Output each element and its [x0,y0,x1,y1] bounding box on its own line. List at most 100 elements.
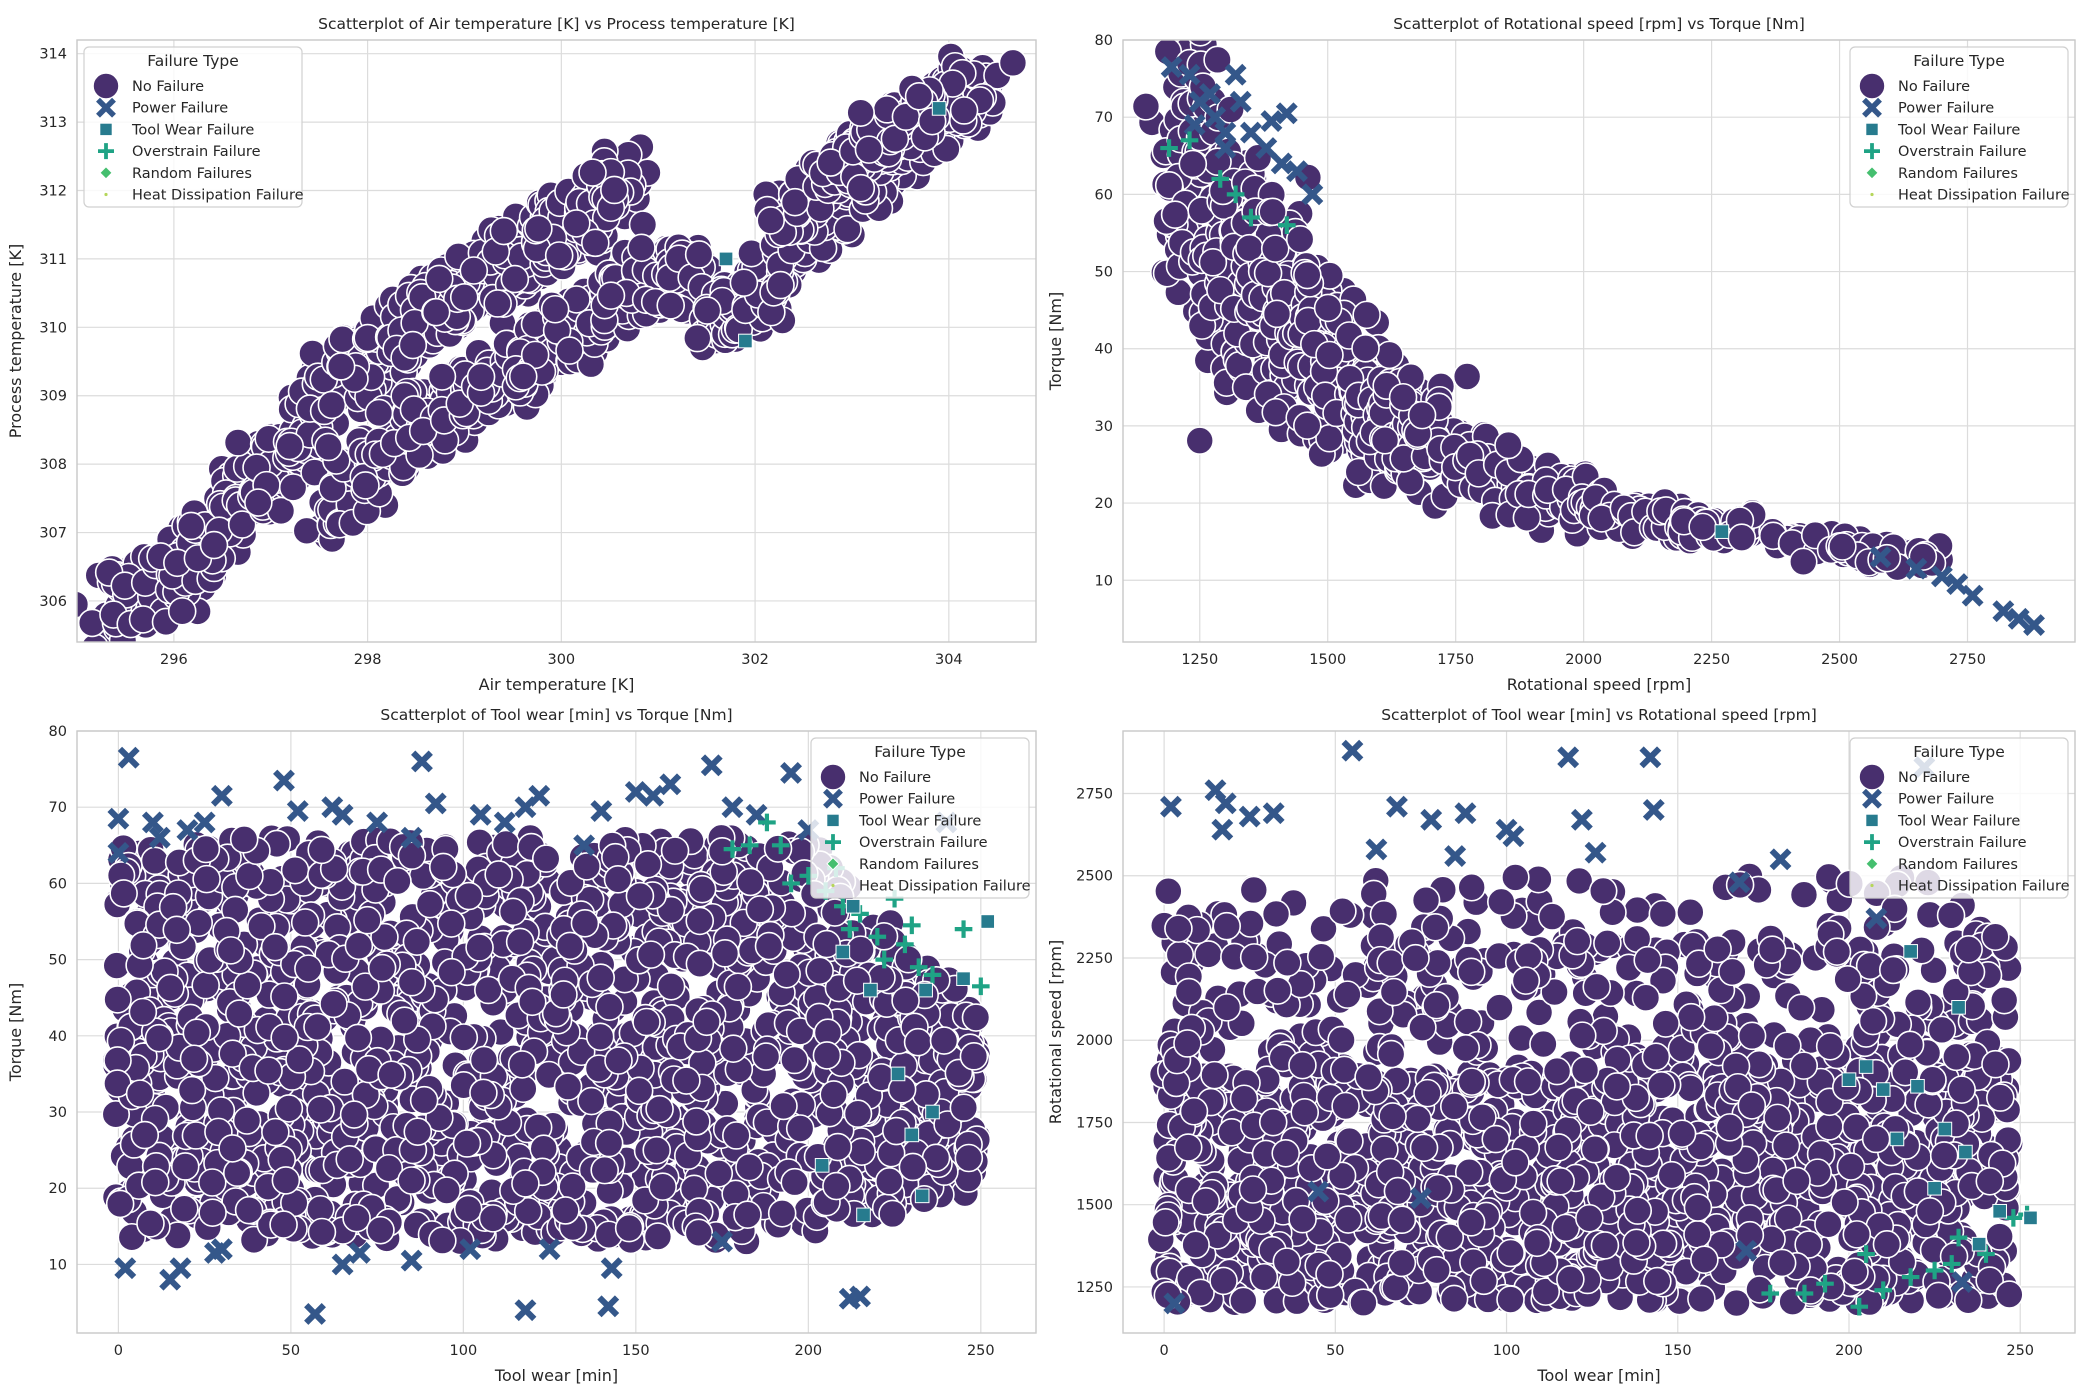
power-failure-point [1301,183,1324,206]
no-failure-point [465,933,494,962]
x-tick-label: 1500 [1309,652,1346,668]
x-axis-label: Tool wear [min] [494,1366,618,1385]
power-failure-point [659,773,682,796]
tool-wear-failure-point [904,1127,920,1143]
y-axis-label: Torque [Nm] [6,983,25,1082]
x-tick-label: 100 [1493,1343,1521,1359]
no-failure-point [261,1117,290,1147]
no-failure-point [421,297,451,327]
power-failure-point [1905,557,1928,580]
tool-wear-failure-point [925,1104,940,1120]
y-tick-label: 2000 [1076,1033,1113,1049]
no-failure-point [590,1155,620,1185]
overstrain-failure-point [972,977,990,996]
x-tick-label: 2250 [1693,652,1730,668]
no-failure-point [645,1094,674,1124]
power-failure-point [411,750,433,773]
no-failure-point [846,98,875,127]
power-failure-point [1869,546,1892,569]
no-failure-point [274,1094,304,1123]
data-points [77,42,1028,642]
no-failure-point [570,908,600,938]
legend-label: No Failure [1898,79,1970,95]
overstrain-failure-point [723,840,742,858]
no-failure-point [270,982,299,1011]
no-failure-point [489,216,519,246]
no-failure-point [1258,197,1287,227]
no-failure-point [600,175,629,205]
power-failure-point [642,784,665,807]
no-failure-point [317,390,347,420]
y-tick-label: 70 [49,800,67,816]
power-failure-point [573,834,596,857]
no-failure-point [603,865,633,894]
legend-label: Tool Wear Failure [858,813,981,829]
x-tick-label: 100 [450,1343,478,1359]
overstrain-failure-point [840,920,859,938]
x-tick-label: 250 [2006,1343,2034,1359]
no-failure-point [428,852,458,882]
no-failure-point [278,473,308,502]
no-failure-point [1727,523,1757,552]
power-failure-point [597,1295,620,1318]
no-failure-point [254,1056,283,1085]
no-failure-point [954,1143,984,1173]
no-failure-point [578,158,607,187]
legend-box [810,737,1030,899]
no-failure-point [192,864,221,894]
legend-box [1849,46,2069,208]
no-failure-point [191,834,221,864]
power-failure-point [348,1242,371,1264]
no-failure-point [235,861,264,891]
no-failure-point [903,1027,933,1057]
no-failure-point [218,1134,247,1163]
power-failure-point [107,807,130,830]
no-failure-point [507,1050,537,1079]
no-failure-point [198,1198,227,1227]
power-failure-point [1204,106,1227,129]
no-failure-point [233,971,262,1000]
no-failure-point [1185,426,1215,455]
overstrain-failure-point [1211,170,1230,188]
no-failure-point [1623,895,1652,925]
data-points [1131,40,2045,636]
x-tick-label: 0 [114,1343,123,1359]
power-failure-point [1199,83,1221,105]
legend-marker-random-failures [826,857,840,871]
no-failure-point [466,362,496,392]
no-failure-point [270,1023,299,1052]
y-tick-label: 60 [1095,187,1113,203]
no-failure-point [403,1117,433,1146]
legend-label: Tool Wear Failure [1897,122,2020,138]
no-failure-point [1315,340,1344,370]
overstrain-failure-point [758,813,776,832]
no-failure-point [1375,340,1404,370]
x-tick-label: 2750 [1949,652,1986,668]
power-failure-point [304,1303,326,1325]
no-failure-point [736,867,765,897]
power-failure-point [366,811,389,834]
no-failure-point [303,1012,332,1042]
y-tick-label: 1250 [1076,1280,1113,1296]
power-failure-point [400,1249,423,1272]
no-failure-point [531,844,561,873]
no-failure-point [343,1023,373,1053]
y-axis-label: Torque [Nm] [1046,292,1065,391]
no-failure-point [553,1072,583,1101]
no-failure-point [344,931,374,961]
no-failure-point [517,987,547,1017]
legend-marker-overstrain-failure [825,834,841,851]
no-failure-point [904,82,934,111]
no-failure-point [833,214,862,244]
legend-marker-no-failure [1858,72,1886,100]
overstrain-failure-point [1277,216,1296,235]
no-failure-point [878,1199,907,1229]
no-failure-point [1285,224,1315,254]
no-failure-point [402,927,432,956]
no-failure-point [176,511,206,541]
legend-marker-heat-dissipation-failure [1870,192,1874,197]
legend-title: Failure Type [1913,52,2005,70]
tool-wear-failure-point [835,944,851,960]
no-failure-point [812,1041,842,1070]
